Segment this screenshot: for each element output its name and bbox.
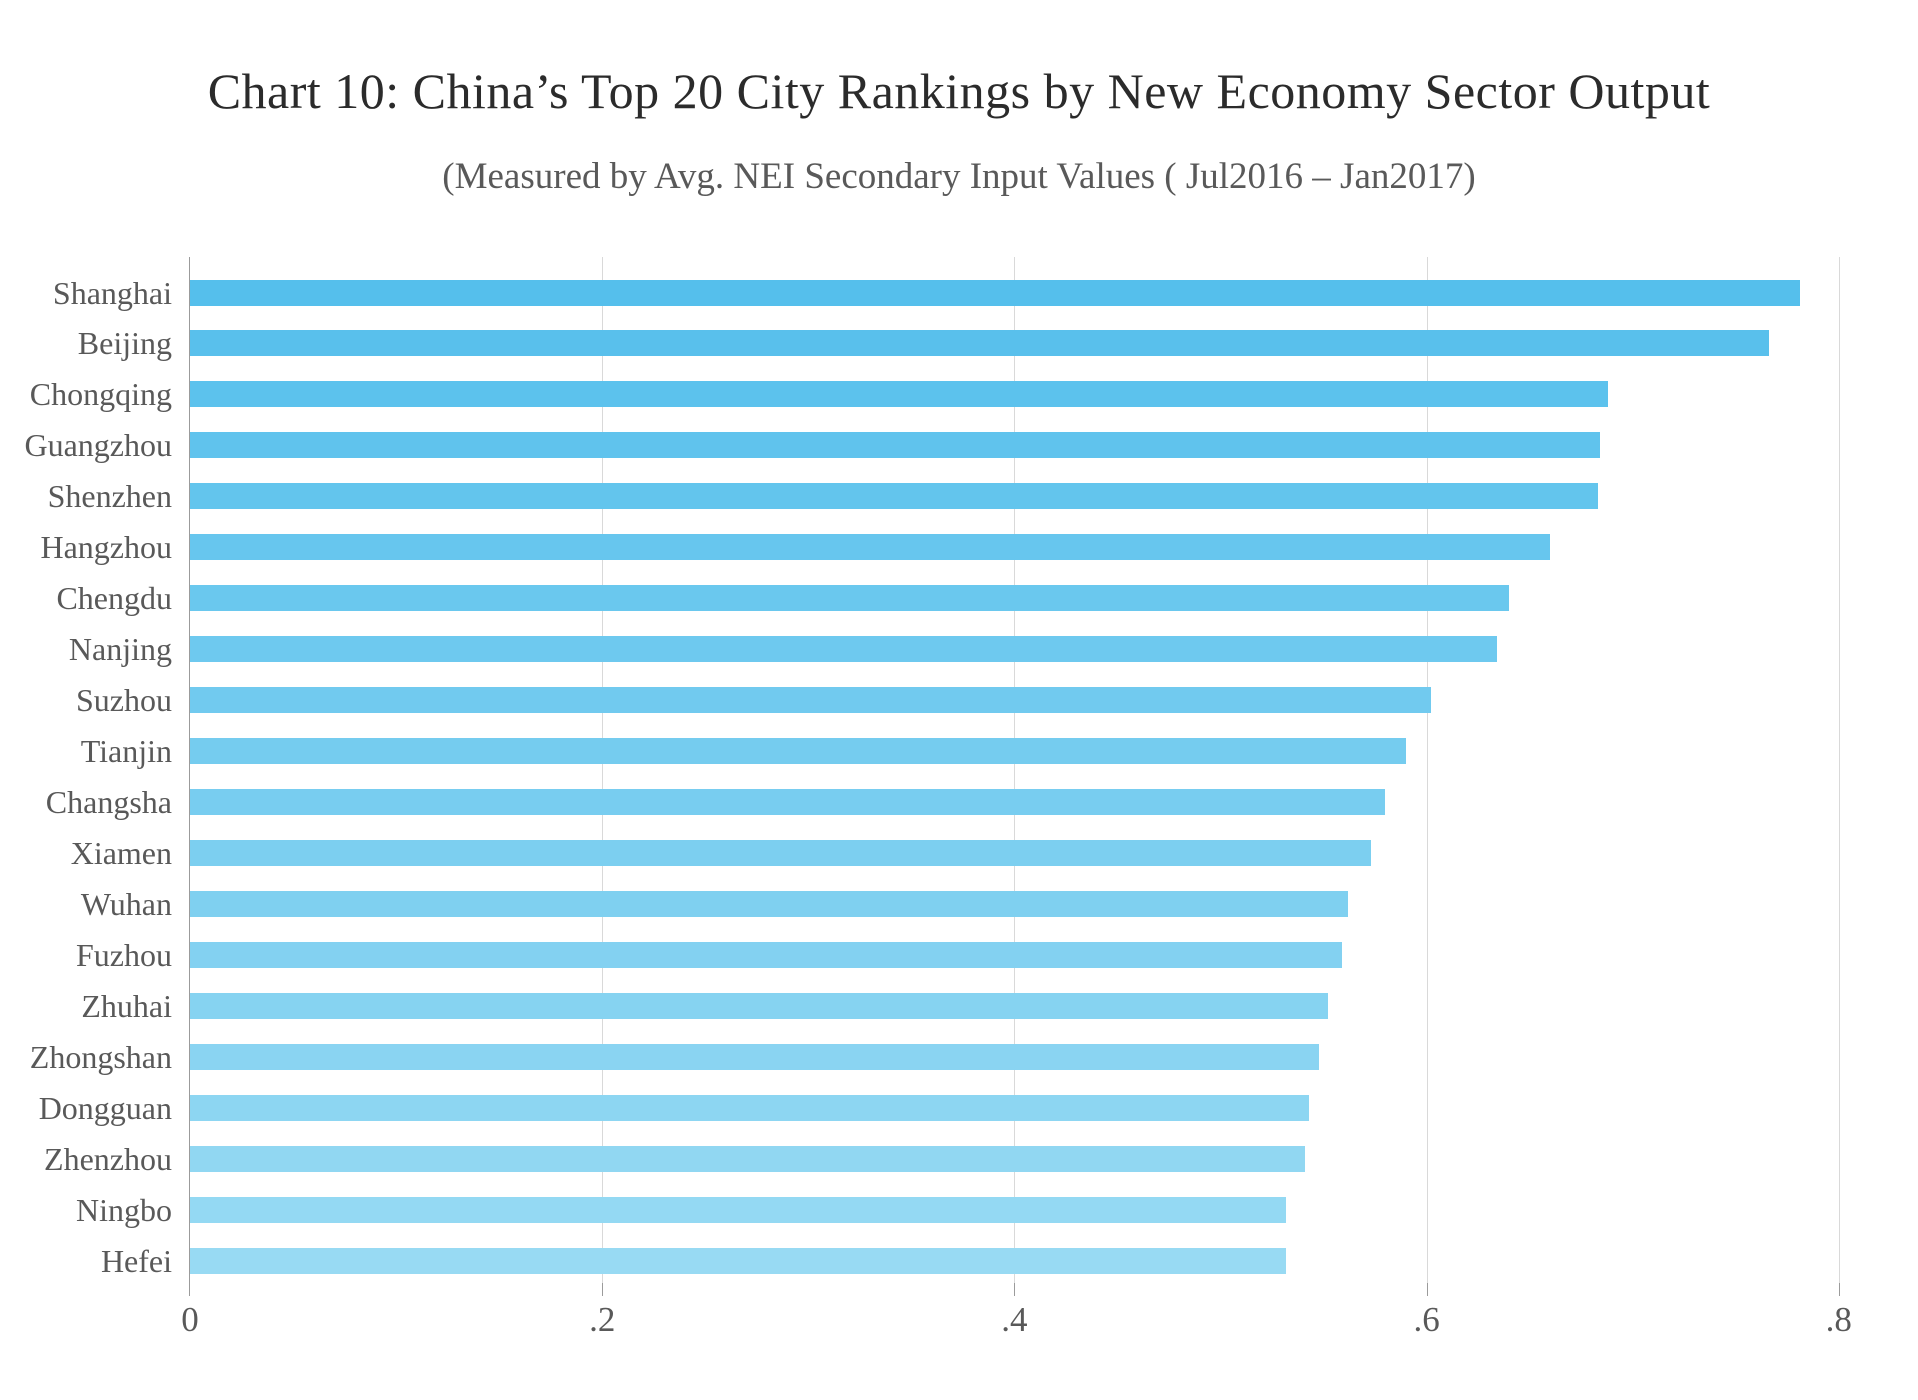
category-label-shenzhen: Shenzhen (47, 478, 172, 515)
bar-ningbo (190, 1196, 1286, 1223)
x-axis-tick-label: .2 (589, 1300, 616, 1339)
bar-fuzhou (190, 941, 1342, 968)
gridline (1426, 257, 1428, 1283)
bar-zhongshan (190, 1043, 1319, 1070)
bar-chengdu (190, 585, 1509, 612)
bar-wuhan (190, 890, 1348, 917)
category-label-fuzhou: Fuzhou (76, 936, 172, 973)
bar-chongqing (190, 381, 1608, 408)
bar-beijing (190, 330, 1769, 357)
bar-zhenzhou (190, 1145, 1305, 1172)
bar-tianjin (190, 738, 1406, 765)
x-axis-tick (189, 1283, 190, 1296)
category-label-wuhan: Wuhan (80, 885, 172, 922)
bar-zhuhai (190, 992, 1328, 1019)
bar-xiamen (190, 839, 1371, 866)
gridline (1014, 257, 1016, 1283)
bar-shenzhen (190, 483, 1598, 510)
category-label-zhenzhou: Zhenzhou (44, 1140, 172, 1177)
bar-dongguan (190, 1094, 1309, 1121)
category-label-hangzhou: Hangzhou (40, 529, 172, 566)
category-label-changsha: Changsha (45, 784, 172, 820)
x-axis-tick-label: .8 (1825, 1300, 1852, 1339)
bar-guangzhou (190, 432, 1600, 459)
category-label-tianjin: Tianjin (80, 733, 172, 770)
category-label-nanjing: Nanjing (68, 631, 172, 668)
bar-changsha (190, 789, 1385, 815)
x-axis-tick-label: 0 (181, 1300, 199, 1339)
gridline (1838, 257, 1840, 1283)
plot-area: 0 .2 .4 .6 .8 (181, 257, 1877, 1339)
category-label-zhuhai: Zhuhai (81, 987, 172, 1024)
category-label-hefei: Hefei (100, 1242, 172, 1279)
gridline (602, 257, 604, 1283)
y-axis-labels-group: Shanghai Beijing Chongqing Guangzhou Shenzhe… (0, 257, 172, 1283)
category-label-chongqing: Chongqing (29, 376, 172, 413)
x-axis-tick (1426, 1283, 1428, 1296)
bar-suzhou (190, 687, 1431, 714)
category-label-shanghai: Shanghai (52, 274, 172, 311)
x-axis-tick (1014, 1283, 1016, 1296)
category-label-suzhou: Suzhou (76, 682, 172, 719)
bar-hangzhou (190, 534, 1550, 561)
bar-hefei (190, 1247, 1286, 1274)
chart-subtitle: (Measured by Avg. NEI Secondary Input Va… (442, 156, 1476, 197)
category-label-guangzhou: Guangzhou (24, 427, 172, 464)
x-axis-tick-label: .6 (1413, 1300, 1440, 1339)
category-label-beijing: Beijing (77, 325, 172, 362)
chart-title: Chart 10: China’s Top 20 City Rankings b… (207, 63, 1711, 119)
category-label-dongguan: Dongguan (38, 1089, 172, 1126)
x-axis-tick-label: .4 (1001, 1300, 1028, 1339)
category-label-chengdu: Chengdu (56, 580, 172, 617)
category-label-xiamen: Xiamen (70, 834, 172, 871)
category-label-zhongshan: Zhongshan (29, 1038, 172, 1075)
x-axis-tick (1838, 1283, 1840, 1296)
category-label-ningbo: Ningbo (76, 1191, 172, 1228)
bar-nanjing (190, 636, 1497, 663)
bar-shanghai (190, 279, 1800, 306)
x-axis-tick (602, 1283, 604, 1296)
